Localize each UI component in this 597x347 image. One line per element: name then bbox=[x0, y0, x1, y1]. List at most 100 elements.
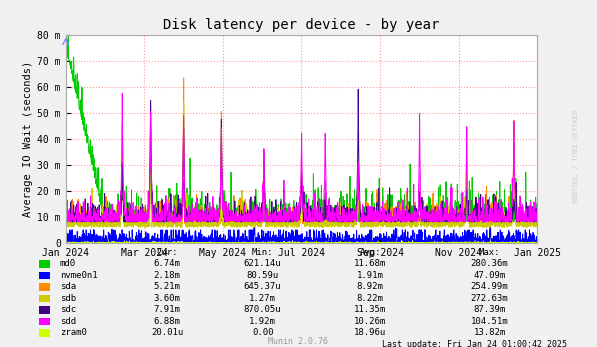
sdc bbox=[291, 219, 298, 223]
sda bbox=[520, 220, 527, 225]
Y-axis label: Average IO Wait (seconds): Average IO Wait (seconds) bbox=[23, 61, 33, 217]
zram0 bbox=[521, 241, 528, 245]
md0 bbox=[515, 220, 522, 224]
sdd bbox=[501, 220, 508, 224]
sdb bbox=[434, 218, 441, 222]
sdd bbox=[119, 91, 126, 95]
Text: 11.35m: 11.35m bbox=[354, 305, 386, 314]
Text: 8.22m: 8.22m bbox=[356, 294, 384, 303]
zram0 bbox=[434, 241, 441, 245]
sdb bbox=[520, 225, 527, 229]
sda bbox=[434, 222, 441, 227]
Text: Last update: Fri Jan 24 01:00:42 2025: Last update: Fri Jan 24 01:00:42 2025 bbox=[382, 340, 567, 347]
Text: 13.82m: 13.82m bbox=[473, 328, 506, 337]
md0 bbox=[279, 216, 287, 220]
nvme0n1 bbox=[274, 241, 281, 245]
sda bbox=[279, 221, 287, 225]
Text: 6.74m: 6.74m bbox=[153, 260, 181, 269]
Text: 272.63m: 272.63m bbox=[470, 294, 509, 303]
Title: Disk latency per device - by year: Disk latency per device - by year bbox=[164, 18, 439, 32]
nvme0n1 bbox=[520, 237, 527, 241]
Text: 1.27m: 1.27m bbox=[249, 294, 276, 303]
sdc bbox=[355, 87, 362, 92]
sdd bbox=[279, 218, 287, 222]
md0 bbox=[521, 219, 528, 223]
Text: 6.88m: 6.88m bbox=[153, 317, 181, 326]
md0 bbox=[87, 150, 94, 154]
zram0 bbox=[62, 240, 69, 245]
sda bbox=[292, 222, 299, 227]
Text: Munin 2.0.76: Munin 2.0.76 bbox=[269, 337, 328, 346]
Text: sdd: sdd bbox=[60, 317, 76, 326]
md0 bbox=[62, 42, 69, 46]
Text: 0.00: 0.00 bbox=[252, 328, 273, 337]
Text: 11.68m: 11.68m bbox=[354, 260, 386, 269]
nvme0n1 bbox=[521, 237, 528, 242]
nvme0n1 bbox=[534, 240, 541, 244]
Text: 2.18m: 2.18m bbox=[153, 271, 181, 280]
Line: zram0: zram0 bbox=[66, 241, 537, 243]
Line: nvme0n1: nvme0n1 bbox=[66, 227, 537, 243]
Text: 645.37u: 645.37u bbox=[244, 282, 282, 291]
zram0 bbox=[279, 240, 287, 245]
Text: 1.92m: 1.92m bbox=[249, 317, 276, 326]
Line: md0: md0 bbox=[66, 35, 537, 222]
sdb bbox=[86, 221, 93, 225]
md0 bbox=[520, 215, 527, 220]
sdc bbox=[434, 218, 441, 222]
md0 bbox=[534, 218, 541, 222]
Text: 47.09m: 47.09m bbox=[473, 271, 506, 280]
zram0 bbox=[534, 240, 541, 245]
Text: 254.99m: 254.99m bbox=[470, 282, 509, 291]
nvme0n1 bbox=[251, 225, 259, 229]
Text: 18.96u: 18.96u bbox=[354, 328, 386, 337]
Text: 10.26m: 10.26m bbox=[354, 317, 386, 326]
Line: sdb: sdb bbox=[66, 102, 537, 227]
Text: Cur:: Cur: bbox=[156, 248, 178, 257]
Text: 87.39m: 87.39m bbox=[473, 305, 506, 314]
sdd bbox=[433, 214, 441, 219]
Text: 280.36m: 280.36m bbox=[470, 260, 509, 269]
sdb bbox=[534, 216, 541, 220]
sda bbox=[86, 205, 93, 209]
zram0 bbox=[86, 241, 93, 245]
sdb bbox=[180, 100, 187, 104]
Text: nvme0n1: nvme0n1 bbox=[60, 271, 97, 280]
Text: RRDTOOL / TOBI OETIKER: RRDTOOL / TOBI OETIKER bbox=[573, 109, 579, 203]
sdb bbox=[279, 225, 287, 229]
sdd bbox=[521, 219, 528, 223]
Text: sdc: sdc bbox=[60, 305, 76, 314]
Text: Min:: Min: bbox=[252, 248, 273, 257]
nvme0n1 bbox=[62, 239, 69, 244]
Text: 621.14u: 621.14u bbox=[244, 260, 282, 269]
sdc bbox=[62, 217, 69, 221]
Text: 870.05u: 870.05u bbox=[244, 305, 282, 314]
Line: sdc: sdc bbox=[66, 90, 537, 222]
zram0 bbox=[292, 240, 299, 245]
Text: 7.91m: 7.91m bbox=[153, 305, 181, 314]
Text: sdb: sdb bbox=[60, 294, 76, 303]
sdb bbox=[292, 215, 299, 220]
sda bbox=[521, 222, 528, 227]
Line: sdd: sdd bbox=[66, 93, 537, 222]
nvme0n1 bbox=[86, 233, 93, 237]
sda bbox=[62, 222, 69, 226]
Text: Max:: Max: bbox=[479, 248, 500, 257]
md0 bbox=[62, 33, 69, 37]
Text: sda: sda bbox=[60, 282, 76, 291]
Text: md0: md0 bbox=[60, 260, 76, 269]
sdc bbox=[520, 215, 527, 220]
sdb bbox=[521, 213, 528, 218]
sdc bbox=[279, 208, 286, 212]
nvme0n1 bbox=[279, 232, 287, 236]
sdc bbox=[534, 219, 541, 223]
sdd bbox=[520, 209, 527, 213]
sdd bbox=[86, 217, 93, 221]
Text: 80.59u: 80.59u bbox=[247, 271, 279, 280]
Text: 20.01u: 20.01u bbox=[151, 328, 183, 337]
zram0 bbox=[520, 240, 527, 245]
sdd bbox=[62, 213, 69, 217]
md0 bbox=[292, 220, 299, 224]
sda bbox=[97, 222, 104, 227]
nvme0n1 bbox=[434, 238, 441, 243]
